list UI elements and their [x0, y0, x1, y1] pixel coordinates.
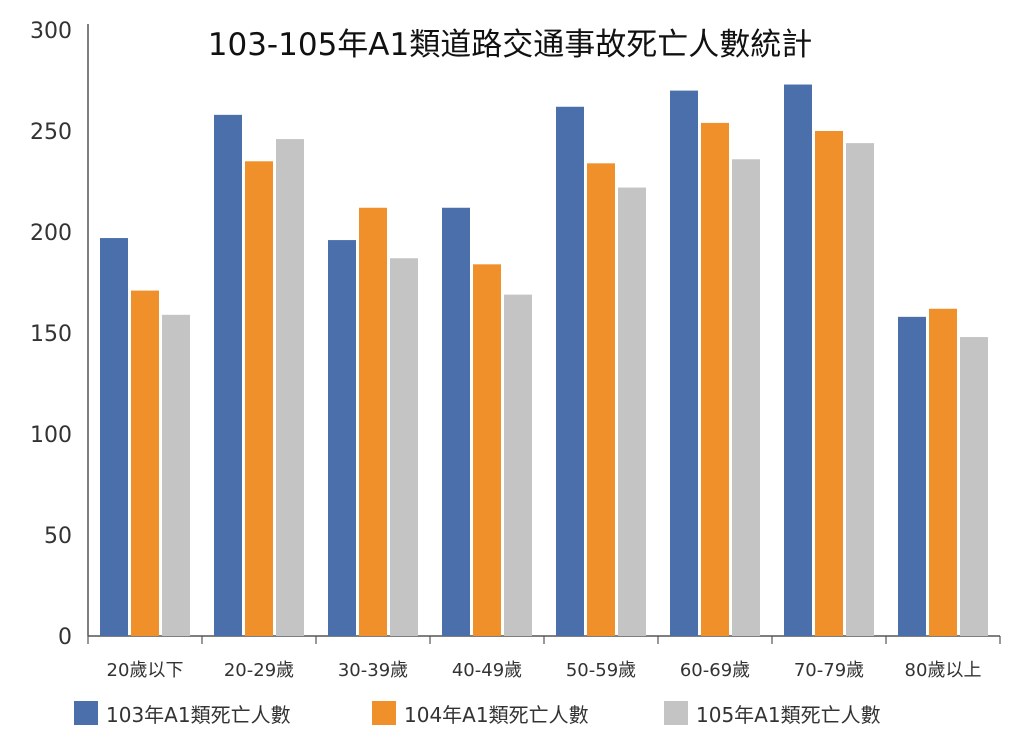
legend-label: 105年A1類死亡人數 — [696, 703, 881, 727]
x-category-label: 80歲以上 — [905, 660, 982, 681]
bars — [100, 84, 988, 637]
x-category-label: 60-69歲 — [680, 660, 750, 681]
x-category-label: 20-29歲 — [224, 660, 294, 681]
bar — [276, 139, 304, 636]
x-category-label: 40-49歲 — [452, 660, 522, 681]
bar — [898, 316, 926, 636]
y-axis: 0 50 100 150 200 250 300 — [30, 19, 89, 650]
bar — [504, 294, 532, 636]
chart-title: 103-105年A1類道路交通事故死亡人數統計 — [208, 27, 812, 63]
y-tick-label: 250 — [30, 120, 72, 145]
bar — [390, 258, 418, 636]
y-tick-label: 0 — [58, 625, 72, 650]
legend-label: 104年A1類死亡人數 — [404, 703, 589, 727]
bar — [131, 290, 159, 636]
bar — [784, 84, 812, 637]
legend-swatch — [372, 701, 396, 725]
x-axis: 20歲以下 20-29歲 30-39歲 40-49歲 50-59歲 60-69歲 70-79… — [87, 635, 1001, 681]
y-tick-label: 100 — [30, 423, 72, 448]
y-tick-label: 300 — [30, 19, 72, 44]
bar — [815, 131, 843, 636]
legend: 103年A1類死亡人數 104年A1類死亡人數 105年A1類死亡人數 — [74, 701, 881, 727]
bar — [245, 161, 273, 637]
bar — [214, 114, 242, 637]
x-category-label: 20歲以下 — [107, 660, 184, 681]
bar — [960, 337, 988, 636]
bar — [846, 143, 874, 636]
bar — [929, 308, 957, 636]
bar — [556, 106, 584, 636]
legend-swatch — [664, 701, 688, 725]
bar — [618, 187, 646, 636]
bar — [732, 159, 760, 636]
legend-label: 103年A1類死亡人數 — [106, 703, 291, 727]
y-tick-label: 50 — [44, 524, 72, 549]
bar — [328, 240, 356, 636]
bar — [359, 207, 387, 636]
bar — [162, 314, 190, 636]
legend-swatch — [74, 701, 98, 725]
bar — [442, 207, 470, 636]
x-category-label: 30-39歲 — [338, 660, 408, 681]
x-category-label: 70-79歲 — [794, 660, 864, 681]
y-tick-label: 150 — [30, 322, 72, 347]
bar — [100, 238, 128, 636]
bar — [587, 163, 615, 636]
y-tick-label: 200 — [30, 221, 72, 246]
bar — [670, 90, 698, 637]
bar — [701, 122, 729, 637]
x-category-label: 50-59歲 — [566, 660, 636, 681]
bar — [473, 264, 501, 636]
